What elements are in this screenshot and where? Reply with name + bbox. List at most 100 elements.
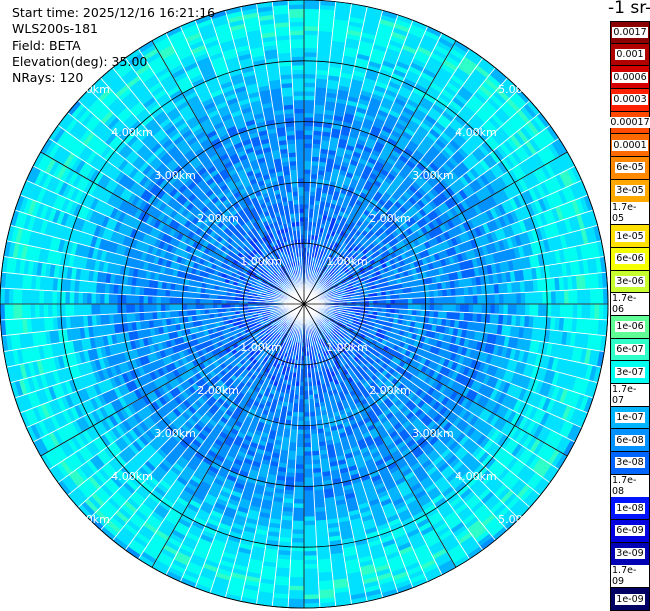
range-gate-cell [304,464,313,469]
range-gate-cell [477,304,482,313]
range-gate-cell [395,299,399,304]
range-gate-cell [292,416,298,421]
range-gate-cell [455,288,460,296]
range-gate-cell [304,399,309,403]
range-gate-cell [430,297,435,304]
range-gate-cell [304,556,317,561]
range-gate-cell [460,296,465,304]
range-gate-cell [304,104,314,109]
range-gate-cell [304,590,319,595]
range-gate-cell [311,174,318,179]
range-gate-cell [304,460,312,465]
range-gate-cell [586,304,591,319]
range-gate-cell [451,296,456,304]
range-gate-cell [556,291,561,304]
range-gate-cell [434,311,439,318]
range-gate-cell [447,312,452,320]
range-gate-cell [304,517,315,522]
range-gate-cell [382,304,386,308]
range-gate-cell [295,469,304,474]
range-gate-cell [304,221,308,225]
range-gate-cell [312,455,320,460]
range-gate-cell [304,490,314,495]
range-gate-cell [299,386,304,390]
range-gate-cell [403,309,408,315]
range-gate-cell [289,442,297,447]
range-gate-cell [304,48,317,53]
range-gate-cell [525,304,530,316]
range-gate-cell [304,9,319,14]
range-gate-cell [294,490,304,495]
range-gate-cell [298,421,304,426]
range-gate-cell [560,304,565,318]
range-gate-cell [304,534,316,539]
range-gate-cell [293,512,304,517]
range-gate-cell [290,564,304,569]
range-gate-cell [312,451,320,456]
range-gate-cell [304,17,319,22]
range-gate-cell [304,182,310,187]
range-gate-cell [294,482,304,487]
range-gate-cell [569,304,574,318]
range-gate-cell [310,412,316,417]
range-gate-cell [311,165,318,170]
range-gate-cell [304,486,314,491]
range-gate-cell [304,74,316,79]
range-gate-cell [304,438,311,443]
range-gate-cell [291,551,304,556]
range-gate-cell [295,464,304,469]
range-gate-cell [451,288,456,296]
range-gate-cell [304,83,316,88]
range-gate-cell [309,196,315,201]
range-gate-cell [499,294,504,304]
range-gate-cell [416,310,421,316]
range-gate-cell [429,290,434,297]
range-gate-cell [304,382,308,386]
range-gate-cell [425,304,430,311]
range-gate-cell [582,304,587,319]
range-gate-cell [503,304,508,315]
range-gate-cell [304,525,316,530]
range-gate-cell [310,191,316,196]
range-gate-cell [404,304,408,309]
range-gate-cell [304,560,318,565]
range-gate-cell [304,130,313,135]
range-gate-cell [297,425,304,430]
range-gate-cell [486,294,491,304]
range-gate-cell [304,569,318,574]
range-gate-cell [304,152,312,157]
range-gate-cell [447,296,452,304]
range-gate-cell [399,299,403,304]
range-gate-cell [304,178,311,183]
range-gate-cell [289,590,304,595]
range-gate-cell [309,403,315,408]
range-gate-cell [456,304,461,312]
range-gate-cell [292,534,304,539]
range-gate-cell [304,395,309,399]
range-gate-cell [289,586,304,591]
range-gate-cell [304,551,317,556]
range-gate-cell [451,304,456,312]
range-gate-cell [304,573,318,578]
range-gate-cell [508,293,513,304]
range-gate-cell [304,421,310,426]
range-gate-cell [304,582,319,587]
range-gate-cell [304,503,315,508]
range-gate-cell [294,486,304,491]
range-gate-cell [304,52,317,57]
range-gate-cell [294,499,304,504]
range-gate-cell [298,417,304,421]
range-gate-cell [447,289,452,297]
range-gate-cell [443,304,448,312]
range-gate-cell [595,289,600,304]
range-gate-cell [300,382,304,386]
range-gate-cell [304,200,309,204]
range-gate-cell [434,290,439,297]
range-gate-cell [298,408,304,412]
range-gate-cell [442,289,447,297]
range-gate-cell [290,573,304,578]
range-gate-cell [603,288,608,304]
range-gate-cell [290,429,297,434]
range-gate-cell [304,208,309,212]
range-gate-cell [288,599,304,604]
